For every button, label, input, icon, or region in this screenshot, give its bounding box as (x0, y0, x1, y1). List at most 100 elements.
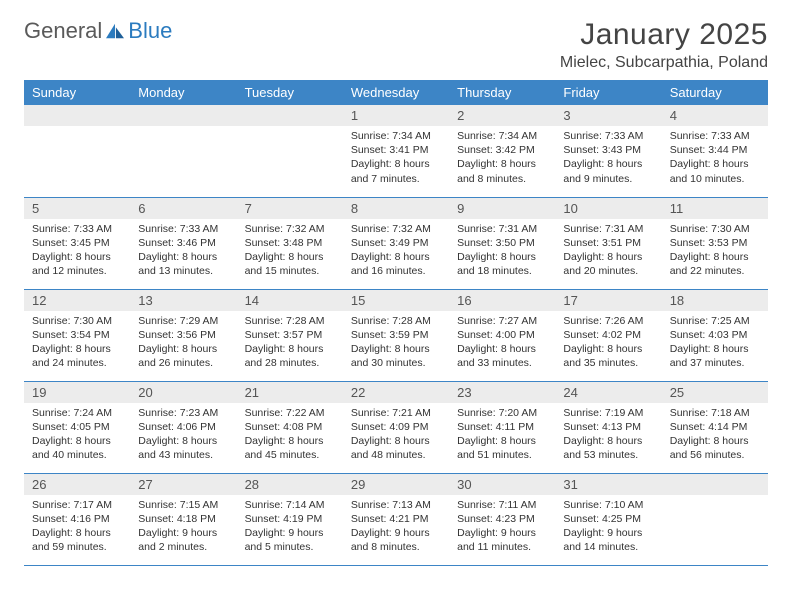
sunset-line: Sunset: 3:54 PM (32, 328, 122, 342)
day-number: 11 (662, 198, 768, 219)
header: General Blue January 2025 Mielec, Subcar… (24, 18, 768, 72)
daylight-label: Daylight: (245, 527, 286, 539)
daylight-label: Daylight: (670, 343, 711, 355)
sunset-value: 3:50 PM (496, 237, 535, 249)
day-cell: 7Sunrise: 7:32 AMSunset: 3:48 PMDaylight… (237, 197, 343, 289)
day-cell: 6Sunrise: 7:33 AMSunset: 3:46 PMDaylight… (130, 197, 236, 289)
day-content: Sunrise: 7:33 AMSunset: 3:46 PMDaylight:… (130, 219, 236, 283)
sunrise-label: Sunrise: (457, 223, 496, 235)
sunrise-line: Sunrise: 7:30 AM (32, 314, 122, 328)
sunset-label: Sunset: (245, 237, 281, 249)
sunset-value: 4:05 PM (71, 421, 110, 433)
sunset-line: Sunset: 4:14 PM (670, 420, 760, 434)
daylight-label: Daylight: (670, 251, 711, 263)
title-block: January 2025 Mielec, Subcarpathia, Polan… (560, 18, 768, 72)
daylight-label: Daylight: (245, 435, 286, 447)
calendar-row: 5Sunrise: 7:33 AMSunset: 3:45 PMDaylight… (24, 197, 768, 289)
daylight-label: Daylight: (351, 435, 392, 447)
calendar-row: 26Sunrise: 7:17 AMSunset: 4:16 PMDayligh… (24, 473, 768, 565)
sunset-line: Sunset: 4:11 PM (457, 420, 547, 434)
day-cell: 24Sunrise: 7:19 AMSunset: 4:13 PMDayligh… (555, 381, 661, 473)
day-cell: 22Sunrise: 7:21 AMSunset: 4:09 PMDayligh… (343, 381, 449, 473)
daylight-label: Daylight: (457, 251, 498, 263)
sunrise-line: Sunrise: 7:10 AM (563, 498, 653, 512)
daylight-label: Daylight: (457, 435, 498, 447)
day-number: 23 (449, 382, 555, 403)
sunrise-value: 7:24 AM (73, 407, 112, 419)
daylight-line: Daylight: 8 hours and 10 minutes. (670, 157, 760, 185)
daylight-line: Daylight: 8 hours and 22 minutes. (670, 250, 760, 278)
day-number: 12 (24, 290, 130, 311)
sunrise-line: Sunrise: 7:27 AM (457, 314, 547, 328)
sunset-line: Sunset: 4:13 PM (563, 420, 653, 434)
sunrise-label: Sunrise: (32, 315, 71, 327)
day-header: Wednesday (343, 80, 449, 105)
sunrise-label: Sunrise: (245, 223, 284, 235)
day-header-row: SundayMondayTuesdayWednesdayThursdayFrid… (24, 80, 768, 105)
sunset-value: 4:21 PM (389, 513, 428, 525)
calendar-row: 1Sunrise: 7:34 AMSunset: 3:41 PMDaylight… (24, 105, 768, 197)
daylight-line: Daylight: 8 hours and 30 minutes. (351, 342, 441, 370)
daylight-label: Daylight: (351, 251, 392, 263)
sunset-value: 4:03 PM (708, 329, 747, 341)
day-content: Sunrise: 7:31 AMSunset: 3:50 PMDaylight:… (449, 219, 555, 283)
sunset-line: Sunset: 3:46 PM (138, 236, 228, 250)
day-cell: 4Sunrise: 7:33 AMSunset: 3:44 PMDaylight… (662, 105, 768, 197)
sunrise-value: 7:31 AM (499, 223, 538, 235)
sunrise-line: Sunrise: 7:19 AM (563, 406, 653, 420)
daylight-label: Daylight: (138, 251, 179, 263)
day-header: Tuesday (237, 80, 343, 105)
sunrise-value: 7:34 AM (392, 130, 431, 142)
sunrise-line: Sunrise: 7:31 AM (563, 222, 653, 236)
sunset-label: Sunset: (457, 513, 493, 525)
sunset-label: Sunset: (351, 144, 387, 156)
sunrise-value: 7:17 AM (73, 499, 112, 511)
day-content: Sunrise: 7:29 AMSunset: 3:56 PMDaylight:… (130, 311, 236, 375)
daylight-line: Daylight: 8 hours and 35 minutes. (563, 342, 653, 370)
day-header: Monday (130, 80, 236, 105)
sunset-line: Sunset: 4:21 PM (351, 512, 441, 526)
sunrise-label: Sunrise: (670, 223, 709, 235)
sunset-line: Sunset: 4:02 PM (563, 328, 653, 342)
day-content: Sunrise: 7:33 AMSunset: 3:44 PMDaylight:… (662, 126, 768, 190)
sunset-line: Sunset: 3:44 PM (670, 143, 760, 157)
sunrise-line: Sunrise: 7:32 AM (351, 222, 441, 236)
sunset-label: Sunset: (245, 329, 281, 341)
daylight-label: Daylight: (32, 251, 73, 263)
day-number: 3 (555, 105, 661, 126)
sunrise-label: Sunrise: (138, 499, 177, 511)
daylight-label: Daylight: (563, 527, 604, 539)
day-header: Friday (555, 80, 661, 105)
sunrise-label: Sunrise: (670, 407, 709, 419)
day-content: Sunrise: 7:18 AMSunset: 4:14 PMDaylight:… (662, 403, 768, 467)
sunrise-line: Sunrise: 7:29 AM (138, 314, 228, 328)
day-header: Saturday (662, 80, 768, 105)
day-content: Sunrise: 7:30 AMSunset: 3:53 PMDaylight:… (662, 219, 768, 283)
sunrise-line: Sunrise: 7:21 AM (351, 406, 441, 420)
day-content: Sunrise: 7:17 AMSunset: 4:16 PMDaylight:… (24, 495, 130, 559)
daylight-label: Daylight: (457, 158, 498, 170)
day-cell: 8Sunrise: 7:32 AMSunset: 3:49 PMDaylight… (343, 197, 449, 289)
sunset-value: 3:45 PM (71, 237, 110, 249)
day-cell: 2Sunrise: 7:34 AMSunset: 3:42 PMDaylight… (449, 105, 555, 197)
daylight-line: Daylight: 9 hours and 2 minutes. (138, 526, 228, 554)
daylight-label: Daylight: (457, 527, 498, 539)
day-cell: 17Sunrise: 7:26 AMSunset: 4:02 PMDayligh… (555, 289, 661, 381)
sunset-label: Sunset: (32, 237, 68, 249)
sunset-label: Sunset: (670, 421, 706, 433)
day-cell: 19Sunrise: 7:24 AMSunset: 4:05 PMDayligh… (24, 381, 130, 473)
sunset-line: Sunset: 4:05 PM (32, 420, 122, 434)
sunset-label: Sunset: (670, 237, 706, 249)
sunrise-value: 7:14 AM (286, 499, 325, 511)
sunset-line: Sunset: 3:49 PM (351, 236, 441, 250)
day-number: 9 (449, 198, 555, 219)
day-number: 28 (237, 474, 343, 495)
sunset-line: Sunset: 3:50 PM (457, 236, 547, 250)
day-content: Sunrise: 7:20 AMSunset: 4:11 PMDaylight:… (449, 403, 555, 467)
sunrise-line: Sunrise: 7:22 AM (245, 406, 335, 420)
sunset-label: Sunset: (563, 237, 599, 249)
daylight-label: Daylight: (138, 527, 179, 539)
sunset-value: 4:08 PM (283, 421, 322, 433)
sunset-line: Sunset: 4:25 PM (563, 512, 653, 526)
daylight-line: Daylight: 8 hours and 24 minutes. (32, 342, 122, 370)
